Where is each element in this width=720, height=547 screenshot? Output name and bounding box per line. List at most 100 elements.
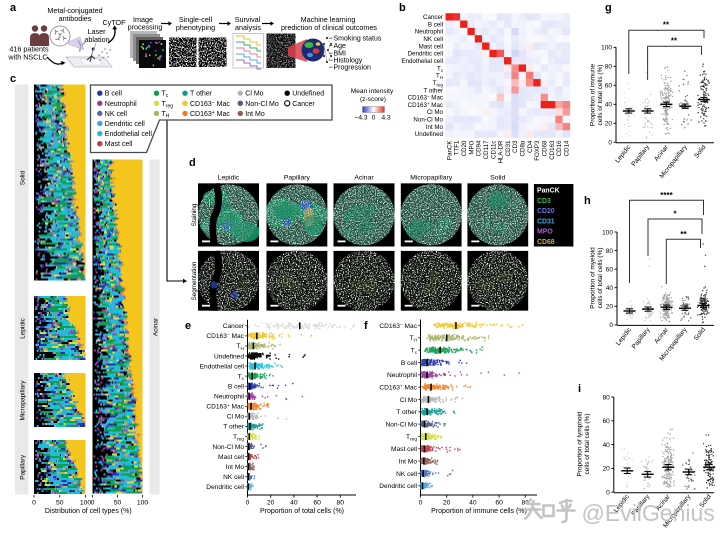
svg-text:CD11c: CD11c [490,141,497,159]
svg-text:CD16: CD16 [556,140,563,156]
svg-text:cells of total cells (%): cells of total cells (%) [597,64,604,125]
svg-text:Neutrophil: Neutrophil [387,372,418,379]
svg-text:Progression: Progression [334,65,371,72]
svg-text:CD31: CD31 [537,218,555,225]
svg-text:CD8α: CD8α [520,140,527,156]
svg-text:CD163+ Mac: CD163+ Mac [408,101,443,109]
svg-text:CD163+ Mac: CD163+ Mac [190,110,230,118]
svg-text:CD163− Mac: CD163− Mac [379,323,417,330]
svg-text:FOXP3: FOXP3 [534,140,541,161]
svg-text:CD163: CD163 [549,140,556,160]
svg-text:Endothelial cell: Endothelial cell [401,58,443,65]
svg-text:Cl Mo: Cl Mo [427,109,444,116]
svg-text:Dendritic cell: Dendritic cell [379,483,417,490]
svg-text:Mast cell: Mast cell [105,141,133,148]
svg-text:Acinar: Acinar [153,317,160,336]
svg-text:Mast cell: Mast cell [419,43,443,50]
svg-text:Int Mo: Int Mo [245,111,265,118]
svg-text:(z-score): (z-score) [360,96,386,103]
svg-text:80: 80 [606,248,614,255]
svg-text:CD3: CD3 [537,198,551,205]
svg-text:Undefined: Undefined [214,353,244,360]
svg-text:NK cell: NK cell [396,471,417,478]
svg-text:0: 0 [91,500,95,507]
svg-text:Non-Cl Mo: Non-Cl Mo [413,117,443,124]
svg-text:60: 60 [605,83,613,90]
svg-text:Neutrophil: Neutrophil [415,29,443,36]
svg-text:NK cell: NK cell [223,474,244,481]
svg-text:Histology: Histology [334,58,363,65]
svg-text:NK cell: NK cell [423,36,443,43]
svg-text:Cl Mo: Cl Mo [400,397,418,404]
svg-text:0: 0 [608,140,612,147]
svg-text:Int Mo: Int Mo [399,458,418,465]
svg-text:Mean intensity: Mean intensity [351,88,394,95]
svg-text:80: 80 [603,394,611,401]
svg-text:Neutrophil: Neutrophil [214,394,245,401]
svg-text:HLA-DR: HLA-DR [498,140,505,164]
svg-text:Dendritic cell: Dendritic cell [408,51,443,58]
svg-text:100: 100 [602,229,613,236]
svg-text:processing: processing [128,23,163,32]
svg-text:@EvilGenius: @EvilGenius [582,500,715,526]
svg-text:Proportion of myeloid: Proportion of myeloid [590,247,597,309]
svg-text:20: 20 [603,466,611,473]
svg-text:Lepidic: Lepidic [20,317,27,338]
svg-text:20: 20 [267,500,275,507]
svg-text:phenotyping: phenotyping [176,23,215,32]
svg-text:Proportion of total cells (%): Proportion of total cells (%) [260,508,344,515]
svg-text:g: g [605,2,612,14]
svg-text:Int Mo: Int Mo [426,124,444,131]
svg-text:CD163+ Mac: CD163+ Mac [379,384,417,391]
svg-text:c: c [10,73,16,85]
svg-text:Papillary: Papillary [20,454,27,480]
svg-text:CyTOF: CyTOF [102,18,126,27]
svg-text:Undefined: Undefined [292,91,324,98]
svg-text:40: 40 [606,285,614,292]
svg-text:CD68: CD68 [537,239,555,246]
svg-text:CD20: CD20 [461,140,468,156]
svg-text:60: 60 [606,267,614,274]
svg-text:CD117: CD117 [483,140,490,159]
svg-text:40: 40 [605,102,613,109]
svg-text:−4.3: −4.3 [354,115,367,122]
svg-text:50: 50 [56,500,64,507]
svg-text:Int Mo: Int Mo [226,464,245,471]
svg-text:Solid: Solid [20,170,27,185]
svg-text:Non-Cl Mo: Non-Cl Mo [385,421,417,428]
svg-text:e: e [185,320,191,332]
svg-text:B cell: B cell [228,384,245,391]
svg-text:0: 0 [419,500,423,507]
svg-text:Cl Mo: Cl Mo [227,414,245,421]
svg-text:Dendritic cell: Dendritic cell [105,121,146,128]
svg-text:prediction of clinical outcome: prediction of clinical outcomes [281,23,377,32]
svg-text:CD3: CD3 [512,140,519,153]
svg-text:Segmentation: Segmentation [191,261,198,300]
svg-text:b: b [399,2,406,14]
svg-text:20: 20 [443,500,451,507]
svg-text:**: ** [671,37,678,46]
svg-text:60: 60 [313,500,321,507]
svg-text:CD163+ Mac: CD163+ Mac [206,404,244,411]
svg-text:Smoking status: Smoking status [334,36,382,43]
svg-text:Staining: Staining [191,203,198,226]
svg-text:Proportion of lymphoid: Proportion of lymphoid [577,411,584,476]
svg-text:Lepidic: Lepidic [218,175,240,182]
svg-text:100: 100 [137,500,149,507]
svg-text:4.3: 4.3 [382,115,391,122]
svg-text:a: a [10,2,17,14]
svg-text:0: 0 [372,115,376,122]
svg-text:Cl Mo: Cl Mo [245,91,263,98]
svg-text:NK cell: NK cell [105,111,128,118]
svg-text:ablation: ablation [84,35,109,44]
svg-text:CD14: CD14 [564,140,571,156]
svg-text:PanCK: PanCK [537,188,560,195]
svg-text:Micropapillary: Micropapillary [410,175,453,182]
svg-text:Proportion of immune cells (%): Proportion of immune cells (%) [431,508,527,515]
svg-text:h: h [584,195,591,207]
svg-text:Dendritic cell: Dendritic cell [206,484,244,491]
svg-text:f: f [364,320,368,332]
svg-text:TTF1: TTF1 [454,140,461,155]
svg-text:40: 40 [469,500,477,507]
svg-text:Acinar: Acinar [354,175,374,182]
